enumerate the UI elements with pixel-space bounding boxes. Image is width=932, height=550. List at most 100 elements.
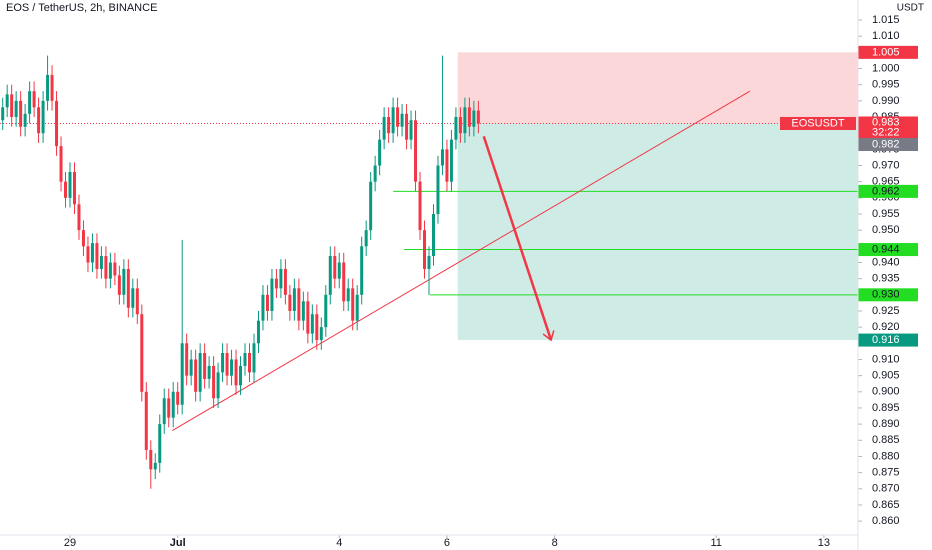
candle-body xyxy=(95,243,99,269)
y-tick-label: 0.860 xyxy=(872,515,900,527)
candle-body xyxy=(378,139,382,166)
candle-body xyxy=(189,359,193,376)
candle-body xyxy=(306,301,310,334)
candle-body xyxy=(86,246,90,263)
candle-body xyxy=(72,171,76,205)
trendline xyxy=(172,90,751,432)
candle-body xyxy=(122,268,126,295)
candle-body xyxy=(203,353,207,379)
candle-body xyxy=(131,288,135,308)
candle-body xyxy=(162,398,166,425)
candle-body xyxy=(449,139,453,182)
candle-body xyxy=(90,243,94,263)
candle-body xyxy=(467,107,471,127)
candle-body xyxy=(239,365,243,386)
candle-body xyxy=(140,314,144,392)
candle-body xyxy=(324,294,328,328)
candle-body xyxy=(59,146,63,182)
level-price-box xyxy=(858,288,918,302)
y-tick-label: 0.875 xyxy=(872,467,900,479)
countdown-label: 32:22 xyxy=(872,126,900,138)
candle-body xyxy=(369,181,373,231)
y-tick-label: 0.990 xyxy=(872,95,900,107)
arrow xyxy=(482,136,553,341)
candle-body xyxy=(427,256,431,269)
level-price-label: 0.944 xyxy=(872,243,900,255)
candle-body xyxy=(194,359,198,392)
candle-body xyxy=(19,100,23,127)
candle-body xyxy=(301,301,305,321)
level-price-label: 0.962 xyxy=(872,185,900,197)
candle-body xyxy=(445,149,449,182)
candle-body xyxy=(292,288,296,311)
candle-body xyxy=(37,107,41,134)
candle-body xyxy=(458,117,462,134)
candle-body xyxy=(315,314,319,341)
y-tick-label: 0.895 xyxy=(872,402,900,414)
candle-body xyxy=(351,288,355,321)
candle-body xyxy=(373,165,377,182)
candle-body xyxy=(297,288,301,321)
y-tick-label: 0.885 xyxy=(872,434,900,446)
candle-body xyxy=(104,256,108,279)
candle-body xyxy=(32,91,36,108)
x-tick-label: 11 xyxy=(710,537,721,549)
candle-body xyxy=(364,230,368,247)
y-tick-label: 0.905 xyxy=(872,370,900,382)
candle-body xyxy=(283,268,287,295)
candle-body xyxy=(310,314,314,334)
candle-body xyxy=(185,343,189,376)
candle-body xyxy=(135,288,139,315)
candle-body xyxy=(23,113,27,127)
candle-body xyxy=(472,110,476,127)
x-tick-label: 6 xyxy=(444,537,450,549)
candle-body xyxy=(431,214,435,257)
candle-body xyxy=(463,107,467,134)
target-zone xyxy=(457,123,858,341)
candle-body xyxy=(225,353,229,376)
candle-body xyxy=(1,107,5,121)
candle-body xyxy=(158,424,162,463)
level-price-label: 0.930 xyxy=(872,289,900,301)
candle-body xyxy=(41,100,45,134)
arrow-head xyxy=(542,330,555,342)
y-tick-label: 0.920 xyxy=(872,321,900,333)
candle-body xyxy=(77,204,81,231)
y-tick-label: 1.015 xyxy=(872,14,900,26)
candle-body xyxy=(216,372,220,399)
y-tick-label: 0.880 xyxy=(872,450,900,462)
candle-body xyxy=(355,294,359,321)
candle-body xyxy=(113,262,117,276)
y-tick-label: 0.950 xyxy=(872,224,900,236)
candle-body xyxy=(270,278,274,311)
candle-body xyxy=(46,74,50,101)
candle-body xyxy=(117,275,121,295)
stop-price-label: 1.005 xyxy=(872,46,900,58)
y-tick-label: 0.865 xyxy=(872,499,900,511)
candle-body xyxy=(476,110,480,124)
candle-body xyxy=(337,262,341,279)
candle-body xyxy=(108,262,112,279)
y-tick-label: 0.925 xyxy=(872,305,900,317)
candle-body xyxy=(207,365,211,379)
candle-body xyxy=(171,391,175,418)
candle-body xyxy=(149,449,153,470)
y-tick-label: 0.965 xyxy=(872,176,900,188)
bid-price-label: 0.982 xyxy=(872,138,900,150)
stop-price-box xyxy=(858,45,918,59)
candle-body xyxy=(248,353,252,373)
candle-body xyxy=(221,353,225,373)
candle-body xyxy=(256,320,260,344)
candle-body xyxy=(288,294,292,311)
candle-body xyxy=(212,365,216,399)
candle-body xyxy=(234,359,238,386)
candle-body xyxy=(405,113,409,140)
candle-body xyxy=(391,107,395,134)
stop-zone xyxy=(457,52,858,124)
candle-body xyxy=(167,398,171,418)
y-tick-label: 0.970 xyxy=(872,159,900,171)
candle-body xyxy=(360,246,364,295)
candle-body xyxy=(454,117,458,140)
y-tick-label: 0.955 xyxy=(872,208,900,220)
bid-price-box xyxy=(858,137,918,151)
